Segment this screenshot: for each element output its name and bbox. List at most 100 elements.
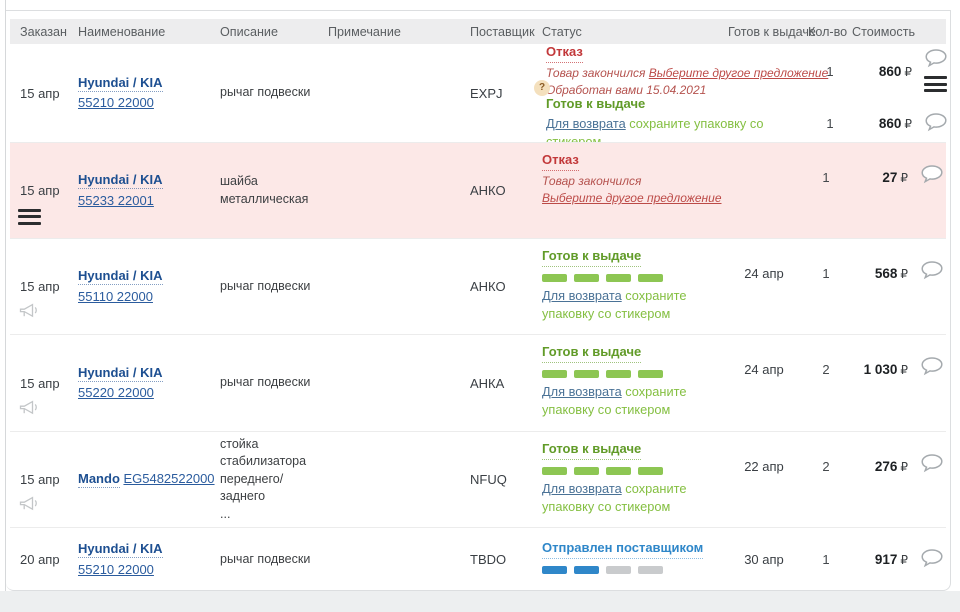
progress-bar (542, 369, 720, 378)
quantity: 1 (822, 266, 830, 281)
status-out-of-stock: Товар закончился (542, 173, 642, 188)
supplier-cell: EXPJ (470, 85, 503, 101)
price: 860 (878, 64, 902, 80)
supplier-cell: АНКО (470, 279, 506, 294)
part-number-link[interactable]: 55210 22000 (78, 95, 154, 110)
return-link[interactable]: Для возврата (542, 383, 622, 399)
menu-icon[interactable] (18, 205, 41, 228)
ready-date: 30 апр (744, 552, 784, 567)
part-number-link[interactable]: 55110 22000 (78, 288, 153, 304)
column-header-note: Примечание (328, 24, 401, 39)
return-note: сохраните упаковку со стикером (542, 287, 687, 322)
return-note: сохраните упаковку со стикером (542, 383, 687, 418)
order-row: 15 апр Hyundai / KIA 55110 22000 рычаг п… (10, 238, 946, 334)
choose-other-offer-link[interactable]: Выберите другое предложение (648, 65, 829, 80)
status-title-ready[interactable]: Готов к выдаче (542, 441, 642, 460)
comment-bubble-icon[interactable] (920, 260, 944, 283)
part-brand-link[interactable]: Hyundai / KIA (78, 541, 163, 559)
status-title-refused[interactable]: Отказ (546, 44, 583, 63)
progress-bar (542, 466, 720, 475)
return-link[interactable]: Для возврата (546, 115, 626, 131)
part-brand-link[interactable]: Hyundai / KIA (78, 364, 163, 382)
ready-date: 22 апр (744, 459, 784, 474)
panel-left-border (5, 0, 6, 612)
supplier-cell: NFUQ (470, 472, 507, 487)
price: 860 (878, 116, 902, 132)
price: 276 (874, 459, 898, 474)
price: 27 (882, 170, 898, 185)
quantity: 2 (822, 362, 830, 377)
price: 917 (874, 552, 898, 567)
part-number-link[interactable]: 55220 22000 (78, 385, 154, 400)
quantity: 1 (826, 116, 834, 132)
megaphone-icon[interactable] (18, 398, 40, 421)
order-date: 15 апр (20, 375, 60, 391)
status-processed-note: Обработан вами 15.04.2021 (546, 83, 707, 98)
column-header-desc: Описание (220, 24, 278, 39)
part-brand-link[interactable]: Hyundai / KIA (78, 74, 163, 92)
orders-table: Заказан Наименование Описание Примечание… (6, 10, 951, 591)
status-title-ready[interactable]: Готов к выдаче (542, 248, 642, 267)
table-header: Заказан Наименование Описание Примечание… (10, 19, 946, 44)
ready-date: 24 апр (744, 362, 784, 377)
part-number-link[interactable]: 55233 22001 (78, 192, 154, 208)
status-title-ready[interactable]: Готов к выдаче (542, 344, 642, 363)
part-number-link[interactable]: 55210 22000 (78, 561, 154, 577)
part-brand-link[interactable]: Mando (78, 471, 120, 489)
choose-other-offer-link[interactable]: Выберите другое предложение (542, 191, 722, 206)
column-header-status: Статус (542, 24, 582, 39)
part-description: шайба металлическая (220, 174, 309, 206)
part-description: стойка стабилизатора переднего/заднего (220, 436, 307, 504)
order-row: 15 апр Hyundai / KIA 55233 22001 шайба м… (10, 142, 946, 238)
quantity: 1 (822, 552, 830, 567)
price: 1 030 (863, 362, 898, 377)
part-brand-link[interactable]: Hyundai / KIA (78, 268, 163, 286)
megaphone-icon[interactable] (18, 301, 40, 324)
return-link[interactable]: Для возврата (542, 287, 622, 303)
comment-bubble-icon[interactable] (924, 48, 948, 71)
order-row: 20 апр Hyundai / KIA 55210 22000 рычаг п… (10, 527, 946, 590)
currency-sign: ₽ (900, 460, 908, 474)
column-header-supplier: Поставщик (470, 24, 535, 39)
order-row: 15 апр Mando EG5482522000 стойка стабили… (10, 431, 946, 527)
part-description: рычаг подвески (220, 375, 311, 390)
supplier-cell: АНКА (470, 375, 505, 391)
description-ellipsis: ... (220, 506, 231, 521)
part-brand-link[interactable]: Hyundai / KIA (78, 172, 163, 190)
column-header-price: Стоимость (852, 24, 916, 39)
order-date: 15 апр (20, 472, 60, 487)
question-badge[interactable]: ? (534, 80, 550, 96)
order-row: 15 апр Hyundai / KIA 55210 22000 рычаг п… (10, 44, 948, 149)
part-description: рычаг подвески (220, 278, 311, 293)
column-header-ordered: Заказан (20, 24, 67, 39)
currency-sign: ₽ (900, 363, 908, 377)
quantity: 1 (822, 170, 830, 185)
menu-icon[interactable] (924, 76, 950, 93)
ready-date: 24 апр (744, 266, 784, 281)
supplier-cell: АНКО (470, 183, 506, 198)
page-background (0, 591, 960, 612)
quantity: 2 (822, 459, 830, 474)
comment-bubble-icon[interactable] (920, 453, 944, 476)
status-title-refused[interactable]: Отказ (542, 152, 579, 171)
megaphone-icon[interactable] (18, 494, 40, 517)
order-row: 15 апр Hyundai / KIA 55220 22000 рычаг п… (10, 334, 946, 431)
order-date: 15 апр (20, 85, 60, 101)
part-number-link[interactable]: EG5482522000 (123, 471, 215, 487)
status-title-sent[interactable]: Отправлен поставщиком (542, 540, 704, 559)
status-title-ready: Готов к выдаче (546, 96, 646, 111)
comment-bubble-icon[interactable] (920, 356, 944, 379)
comment-bubble-icon[interactable] (920, 548, 944, 571)
return-link[interactable]: Для возврата (542, 480, 622, 496)
return-note: сохраните упаковку со стикером (542, 480, 687, 515)
comment-bubble-icon[interactable] (924, 112, 948, 135)
currency-sign: ₽ (900, 553, 908, 567)
column-header-ready: Готов к выдаче (728, 24, 816, 39)
order-date: 15 апр (20, 279, 60, 294)
order-date: 15 апр (20, 183, 60, 198)
price: 568 (874, 266, 898, 281)
comment-bubble-icon[interactable] (920, 164, 944, 187)
part-description: рычаг подвески (220, 551, 311, 566)
currency-sign: ₽ (900, 267, 908, 281)
supplier-cell: TBDO (470, 552, 507, 567)
